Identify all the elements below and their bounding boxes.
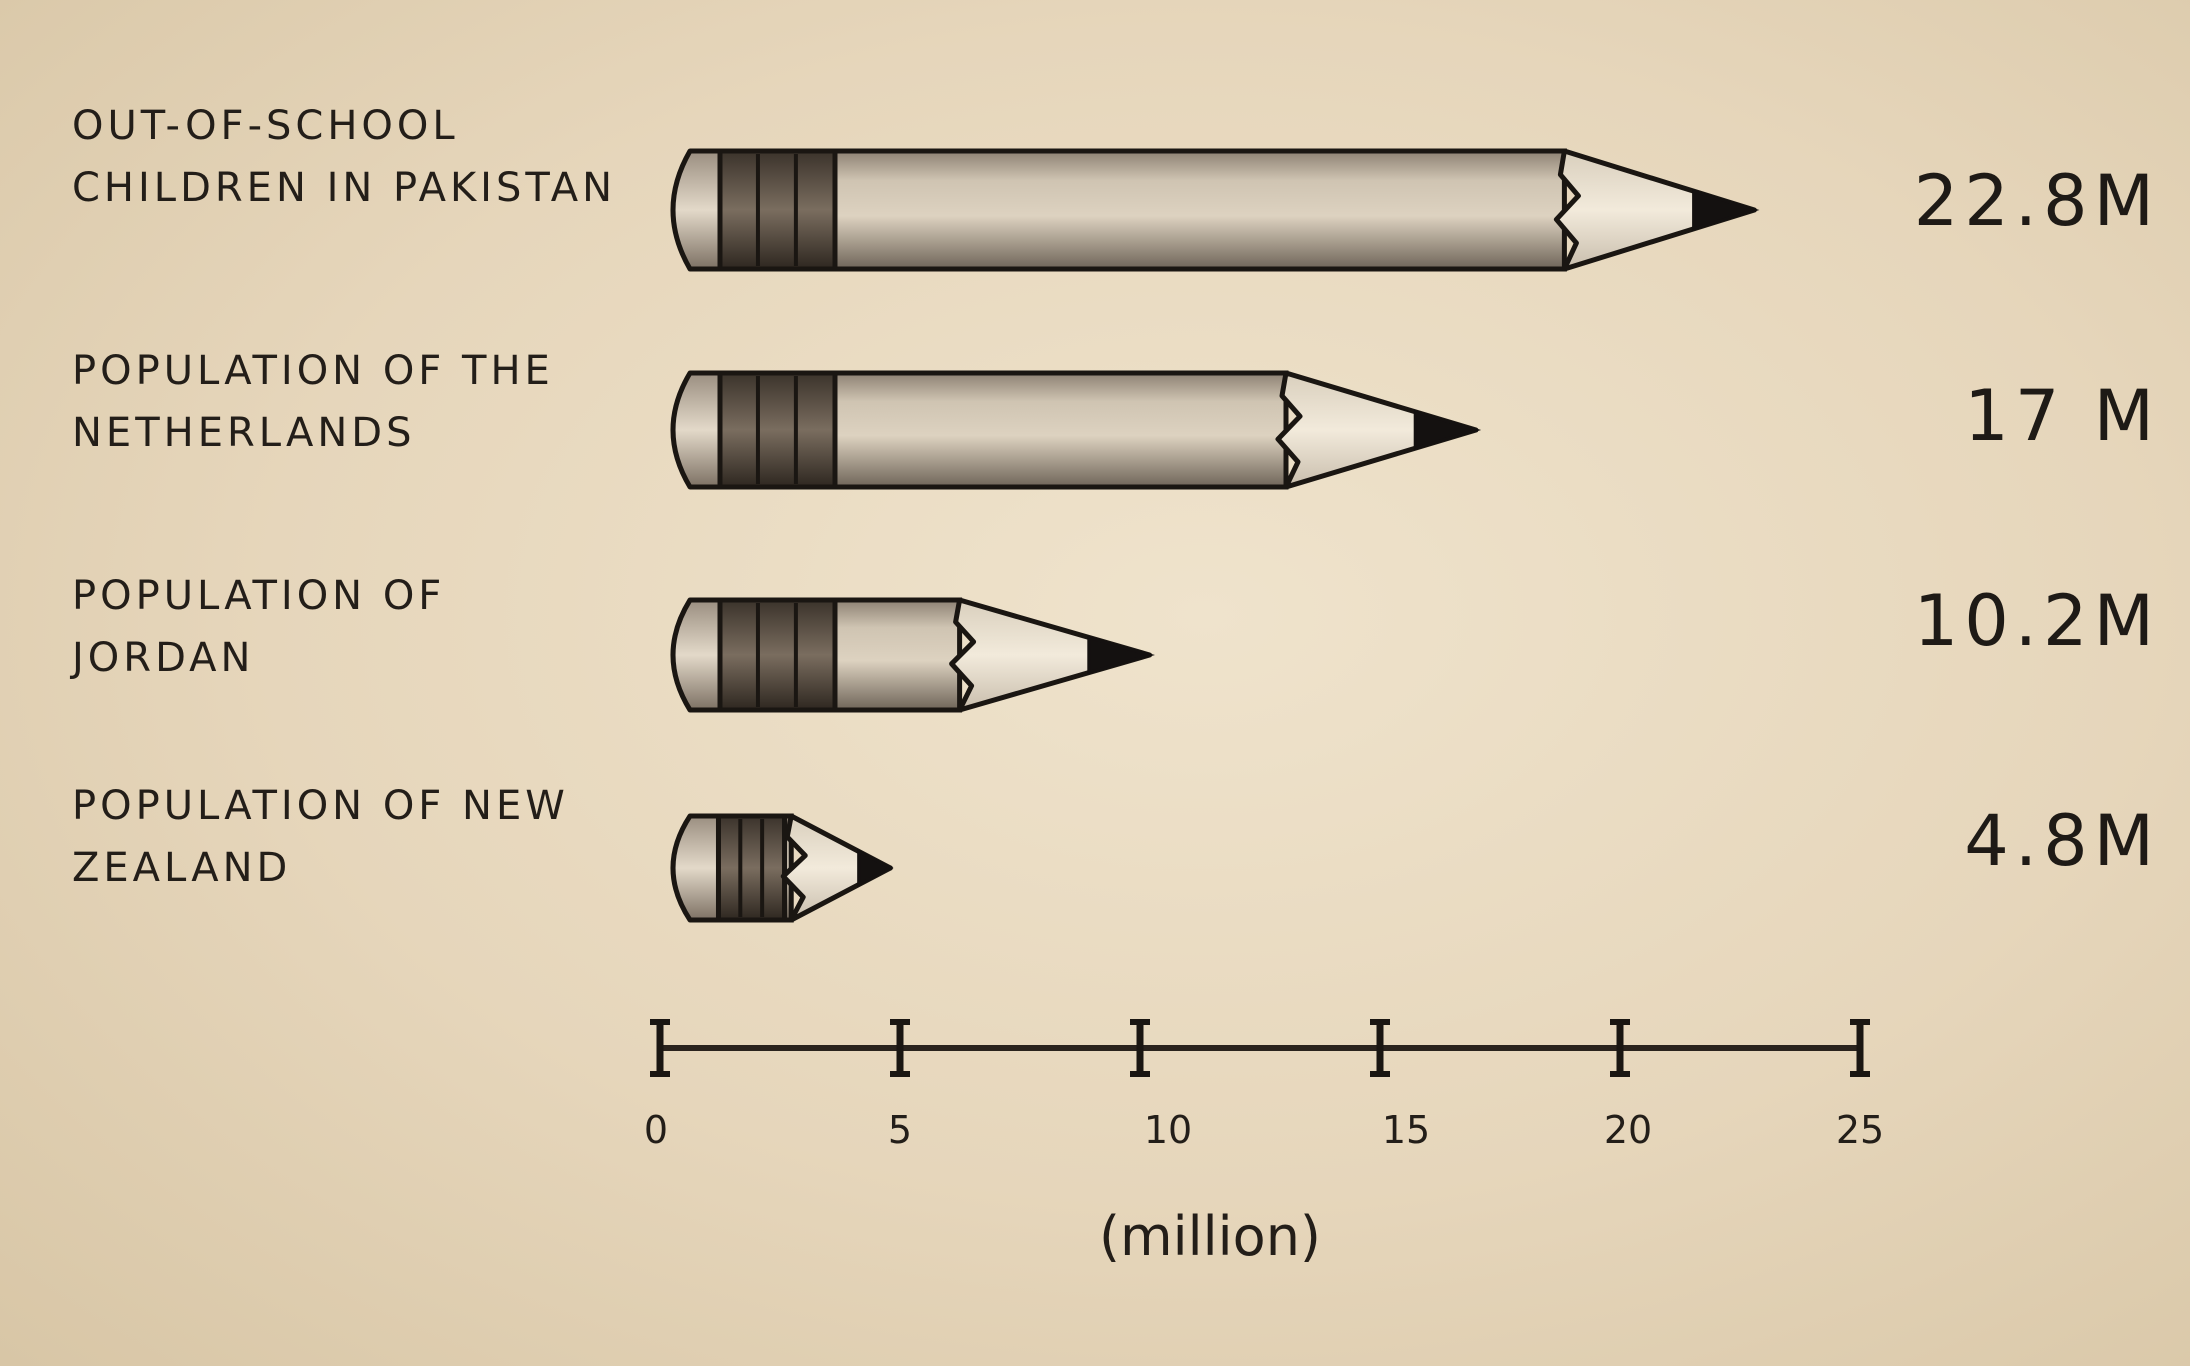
x-tick	[1130, 1019, 1150, 1077]
pencil-lead	[1413, 409, 1482, 451]
pencil-eraser	[670, 813, 721, 923]
pencil-bar-population-of-new-zealand	[670, 813, 894, 923]
category-label-pakistan: Out-of-school children in Pakistan	[72, 103, 616, 211]
x-axis	[650, 1019, 1870, 1077]
pencil-lead	[1087, 635, 1155, 675]
value-label-jordan: 10.2M	[1913, 580, 2160, 662]
pencil-eraser	[670, 597, 723, 713]
x-tick-label: 15	[1381, 1108, 1431, 1152]
x-tick-label: 0	[643, 1108, 669, 1152]
x-tick	[1370, 1019, 1390, 1077]
pencil-bars	[670, 148, 1760, 923]
category-label-new-zealand: Population of New Zealand	[72, 783, 569, 891]
pencil-body	[832, 597, 963, 713]
value-label-new-zealand: 4.8M	[1964, 800, 2160, 882]
x-tick	[1850, 1019, 1870, 1077]
pencil-lead	[1692, 189, 1760, 231]
pencil-eraser	[670, 148, 723, 272]
pencil-bar-out-of-school-children-in-pakistan	[670, 148, 1760, 272]
x-tick	[1610, 1019, 1630, 1077]
x-tick	[890, 1019, 910, 1077]
pencil-eraser	[670, 370, 723, 490]
pencil-ferrule	[717, 148, 838, 272]
x-tick-label: 5	[887, 1108, 913, 1152]
pencil-ferrule	[717, 370, 838, 490]
pencil-body	[832, 370, 1289, 490]
pencil-bar-population-of-the-netherlands	[670, 370, 1482, 490]
pencil-lead	[857, 848, 894, 888]
value-label-netherlands: 17 M	[1964, 375, 2160, 457]
value-label-pakistan: 22.8M	[1913, 160, 2160, 242]
category-label-jordan: Population of Jordan	[72, 573, 446, 681]
x-tick-label: 25	[1835, 1108, 1885, 1152]
x-axis-label: (million)	[1098, 1205, 1321, 1268]
pencil-bar-population-of-jordan	[670, 597, 1155, 713]
pencil-ferrule	[715, 813, 788, 923]
x-tick-label: 10	[1143, 1108, 1193, 1152]
pencil-body	[832, 148, 1567, 272]
pencil-ferrule	[717, 597, 838, 713]
x-tick	[650, 1019, 670, 1077]
x-tick-label: 20	[1603, 1108, 1653, 1152]
category-label-netherlands: Population of the Netherlands	[72, 348, 554, 456]
